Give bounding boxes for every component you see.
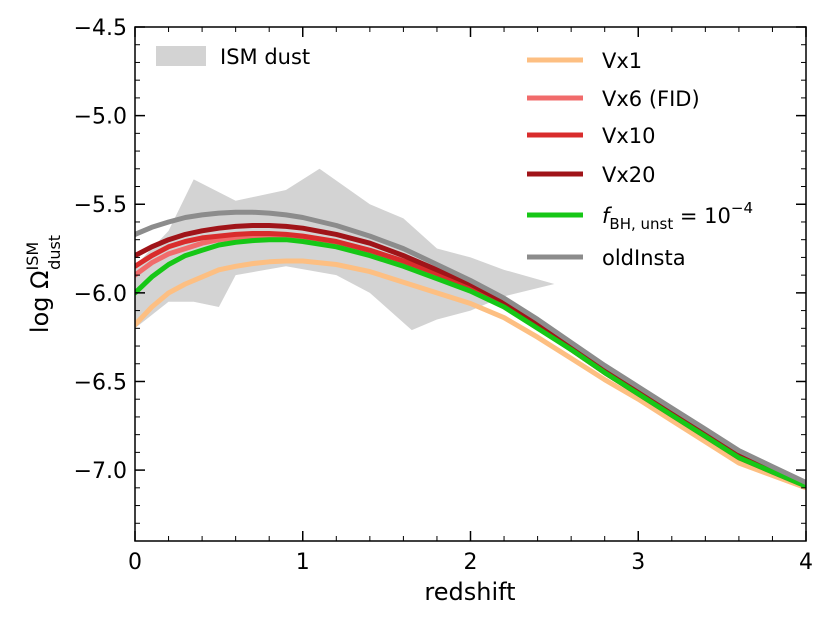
x-tick-label: 3: [631, 550, 645, 575]
y-tick-label: −6.0: [74, 282, 127, 307]
y-tick-label: −4.5: [74, 16, 127, 41]
x-axis-title: redshift: [424, 578, 515, 606]
legend: Vx1 Vx6 (FID) Vx10 Vx20 fBH, unst = 10−4…: [527, 49, 753, 270]
y-axis-title: log ΩISM dust: [23, 235, 64, 333]
y-tick-label: −5.5: [74, 193, 127, 218]
x-tick-label: 4: [799, 550, 813, 575]
legend-shade: ISM dust: [156, 45, 310, 69]
series-line-vx1: [135, 258, 806, 491]
x-tick-label: 0: [128, 550, 142, 575]
legend-label-vx10: Vx10: [602, 124, 656, 148]
legend-label-vx6: Vx6 (FID): [602, 87, 700, 111]
legend-swatch-ism-dust: [156, 46, 206, 66]
x-tick-label: 2: [464, 550, 478, 575]
legend-label-vx20: Vx20: [602, 163, 656, 187]
series-line-oldinsta: [135, 209, 806, 485]
y-tick-label: −5.0: [74, 105, 127, 130]
legend-label-ism-dust: ISM dust: [220, 45, 310, 69]
y-tick-label: −6.5: [74, 370, 127, 395]
y-tick-label: −7.0: [74, 459, 127, 484]
series-line-f-bh-unst-10-4: [135, 237, 806, 489]
legend-label-vx1: Vx1: [602, 49, 642, 73]
x-tick-label: 1: [296, 550, 310, 575]
legend-label-oldinsta: oldInsta: [602, 246, 686, 270]
legend-label-fbh: fBH, unst = 10−4: [602, 199, 753, 233]
